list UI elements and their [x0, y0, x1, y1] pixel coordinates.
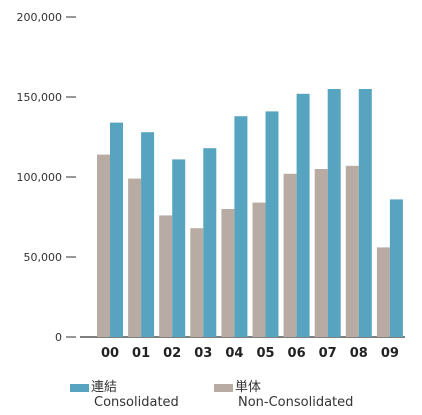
bar-non-consolidated — [221, 209, 235, 337]
legend-non-consolidated: 単体 Non-Consolidated — [214, 380, 353, 410]
x-tick-label: 02 — [163, 346, 181, 361]
legend-consolidated-en: Consolidated — [94, 395, 179, 410]
bar-consolidated — [141, 132, 155, 337]
bar-consolidated — [265, 111, 279, 338]
legend-swatch-consolidated — [70, 383, 89, 392]
x-tick-label: 03 — [194, 346, 212, 361]
bar-non-consolidated — [97, 154, 110, 337]
x-axis: 00 01 02 03 04 05 06 07 08 09 — [80, 336, 405, 361]
bar-consolidated — [358, 89, 372, 337]
bar-non-consolidated — [252, 202, 266, 337]
x-tick-label: 06 — [288, 346, 306, 361]
legend-consolidated: 連結 Consolidated — [70, 380, 179, 410]
y-tick-label: 0 — [55, 331, 62, 344]
bar-consolidated — [327, 89, 341, 337]
y-tick-label: 50,000 — [24, 251, 63, 264]
bar-non-consolidated — [190, 228, 204, 337]
bar-consolidated — [234, 116, 248, 337]
bars — [97, 89, 403, 338]
bar-consolidated — [389, 199, 403, 337]
bar-non-consolidated — [159, 215, 173, 337]
x-tick-label: 09 — [381, 346, 399, 361]
legend-non-consolidated-jp: 単体 — [235, 380, 262, 395]
x-tick-label: 00 — [101, 346, 119, 361]
bar-consolidated — [296, 93, 310, 337]
bar-consolidated — [203, 148, 217, 337]
x-tick-label: 08 — [350, 346, 368, 361]
legend-consolidated-jp: 連結 — [91, 380, 118, 395]
x-tick-label: 07 — [319, 346, 337, 361]
legend-swatch-non-consolidated — [214, 383, 233, 392]
y-axis: 0 50,000 100,000 150,000 200,000 — [17, 11, 76, 344]
bar-non-consolidated — [314, 169, 328, 337]
bar-consolidated — [110, 122, 123, 337]
y-tick-label: 150,000 — [17, 91, 63, 104]
bar-non-consolidated — [376, 247, 390, 337]
bar-non-consolidated — [128, 178, 142, 337]
x-tick-label: 04 — [225, 346, 243, 361]
bar-non-consolidated — [345, 165, 359, 337]
legend-non-consolidated-en: Non-Consolidated — [238, 395, 354, 410]
y-tick-label: 200,000 — [17, 11, 63, 24]
y-tick-label: 100,000 — [17, 171, 63, 184]
x-tick-label: 05 — [256, 346, 274, 361]
x-tick-label: 01 — [132, 346, 150, 361]
bar-non-consolidated — [283, 173, 297, 337]
bar-consolidated — [172, 159, 186, 337]
